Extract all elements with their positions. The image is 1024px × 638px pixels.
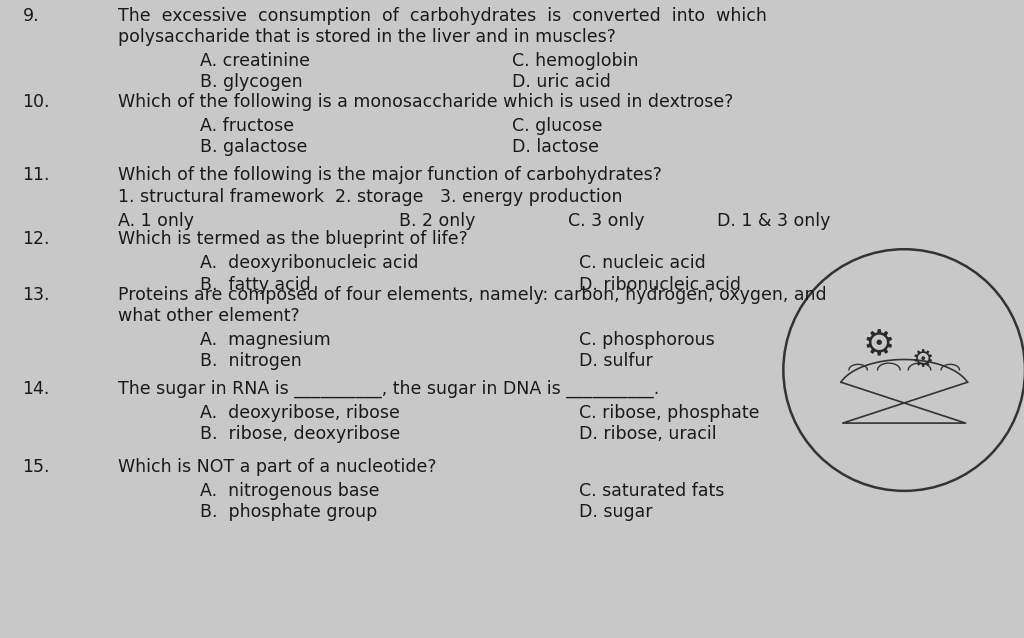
Text: B.  nitrogen: B. nitrogen [200, 352, 301, 370]
Text: A.  deoxyribonucleic acid: A. deoxyribonucleic acid [200, 255, 418, 272]
Text: C. phosphorous: C. phosphorous [579, 331, 715, 349]
Text: The sugar in RNA is __________, the sugar in DNA is __________.: The sugar in RNA is __________, the suga… [118, 380, 659, 398]
Text: Which of the following is a monosaccharide which is used in dextrose?: Which of the following is a monosacchari… [118, 93, 733, 111]
Text: D. 1 & 3 only: D. 1 & 3 only [717, 212, 830, 230]
Text: C. 3 only: C. 3 only [568, 212, 645, 230]
Text: D. sulfur: D. sulfur [579, 352, 652, 370]
Text: 15.: 15. [23, 458, 50, 476]
Text: ⚙: ⚙ [862, 327, 895, 362]
Text: B.  phosphate group: B. phosphate group [200, 503, 377, 521]
Text: 1. structural framework  2. storage   3. energy production: 1. structural framework 2. storage 3. en… [118, 188, 623, 205]
Text: D. uric acid: D. uric acid [512, 73, 611, 91]
Text: D. lactose: D. lactose [512, 138, 599, 156]
Text: The  excessive  consumption  of  carbohydrates  is  converted  into  which: The excessive consumption of carbohydrat… [118, 7, 767, 25]
Text: B.  ribose, deoxyribose: B. ribose, deoxyribose [200, 426, 400, 443]
Text: A. 1 only: A. 1 only [118, 212, 194, 230]
Text: C. glucose: C. glucose [512, 117, 602, 135]
Text: 13.: 13. [23, 286, 50, 304]
Text: 9.: 9. [23, 7, 39, 25]
Text: B. galactose: B. galactose [200, 138, 307, 156]
Text: C. hemoglobin: C. hemoglobin [512, 52, 639, 70]
Text: Which of the following is the major function of carbohydrates?: Which of the following is the major func… [118, 167, 662, 184]
Text: A.  nitrogenous base: A. nitrogenous base [200, 482, 379, 500]
Text: D. ribonucleic acid: D. ribonucleic acid [579, 276, 740, 293]
Text: A.  magnesium: A. magnesium [200, 331, 331, 349]
Text: D. sugar: D. sugar [579, 503, 652, 521]
Text: C. saturated fats: C. saturated fats [579, 482, 724, 500]
Text: what other element?: what other element? [118, 307, 299, 325]
Text: 11.: 11. [23, 167, 50, 184]
Text: C. ribose, phosphate: C. ribose, phosphate [579, 404, 759, 422]
Text: C. nucleic acid: C. nucleic acid [579, 255, 706, 272]
Text: 10.: 10. [23, 93, 50, 111]
Text: D. ribose, uracil: D. ribose, uracil [579, 426, 716, 443]
Text: polysaccharide that is stored in the liver and in muscles?: polysaccharide that is stored in the liv… [118, 28, 615, 46]
Text: Which is termed as the blueprint of life?: Which is termed as the blueprint of life… [118, 230, 468, 248]
Text: ⚙: ⚙ [911, 348, 934, 373]
Text: Proteins are composed of four elements, namely: carbon, hydrogen, oxygen, and: Proteins are composed of four elements, … [118, 286, 826, 304]
Text: B.  fatty acid: B. fatty acid [200, 276, 310, 293]
Text: A. creatinine: A. creatinine [200, 52, 309, 70]
Text: Which is NOT a part of a nucleotide?: Which is NOT a part of a nucleotide? [118, 458, 436, 476]
Text: B. glycogen: B. glycogen [200, 73, 302, 91]
Text: B. 2 only: B. 2 only [399, 212, 476, 230]
Text: 12.: 12. [23, 230, 50, 248]
Text: A.  deoxyribose, ribose: A. deoxyribose, ribose [200, 404, 399, 422]
Text: 14.: 14. [23, 380, 50, 398]
Text: A. fructose: A. fructose [200, 117, 294, 135]
